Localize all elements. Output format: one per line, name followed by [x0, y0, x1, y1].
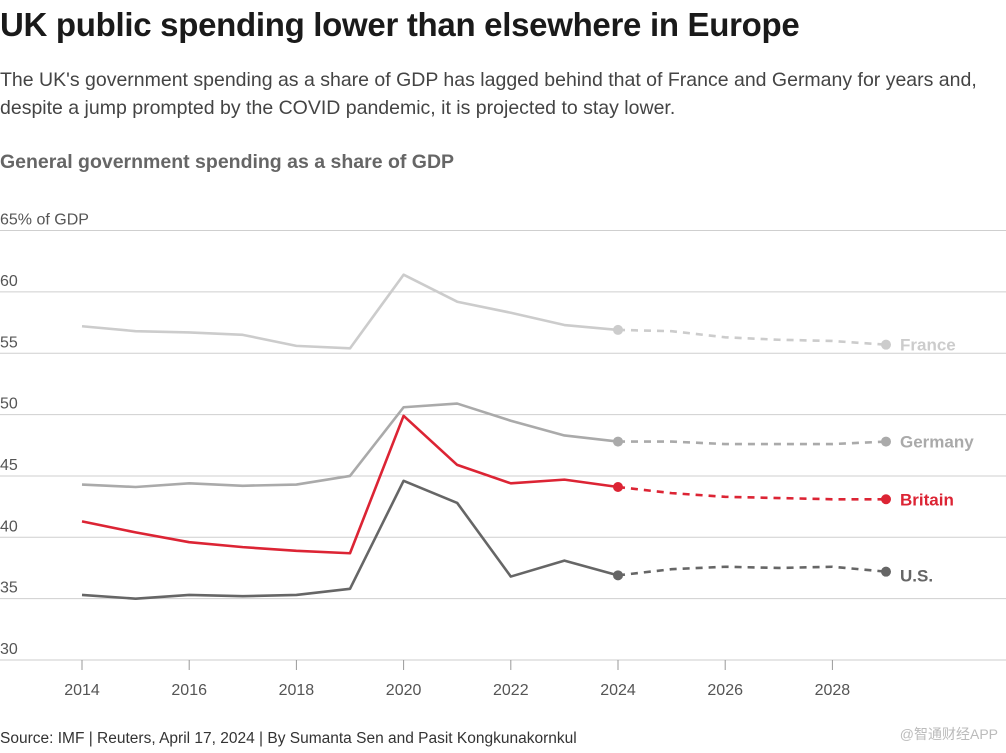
- series-label-3: U.S.: [900, 567, 933, 586]
- series-projection-2: [617, 485, 886, 501]
- y-tick-label: 35: [0, 580, 18, 597]
- series-marker-1: [613, 436, 623, 447]
- series-projection-3: [617, 565, 887, 577]
- y-tick-label: 40: [0, 518, 18, 535]
- source-note: Source: IMF | Reuters, April 17, 2024 | …: [0, 730, 577, 747]
- y-tick-label: 65% of GDP: [0, 212, 89, 229]
- chart-subtitle: The UK's government spending as a share …: [0, 69, 977, 119]
- y-tick-label: 30: [0, 641, 18, 658]
- x-tick-label: 2020: [386, 682, 422, 699]
- chart-title: UK public spending lower than elsewhere …: [0, 6, 800, 43]
- y-tick-label: 55: [0, 334, 18, 351]
- y-tick-label: 45: [0, 457, 18, 474]
- x-tick-label: 2018: [279, 682, 315, 699]
- series-marker-2: [613, 481, 623, 492]
- series-label-2: Britain: [900, 490, 954, 509]
- series-projection-1: [618, 440, 887, 446]
- series-marker-0: [613, 324, 623, 335]
- series-label-0: France: [900, 336, 956, 355]
- x-tick-label: 2026: [707, 682, 743, 699]
- x-tick-label: 2024: [600, 682, 636, 699]
- series-line-0: [81, 273, 619, 350]
- y-tick-label: 60: [0, 273, 18, 290]
- series-line-3: [81, 479, 619, 600]
- series-projection-0: [617, 328, 887, 346]
- watermark: @智通财经APP: [899, 726, 998, 742]
- x-tick-label: 2022: [493, 682, 529, 699]
- series-end-marker-1: [881, 436, 891, 447]
- x-tick-label: 2014: [64, 682, 100, 699]
- series-line-2: [81, 414, 619, 555]
- series-end-marker-2: [881, 494, 891, 505]
- series-end-marker-3: [881, 566, 891, 577]
- y-tick-label: 50: [0, 396, 18, 413]
- series-label-1: Germany: [900, 433, 974, 452]
- x-tick-label: 2016: [171, 682, 207, 699]
- series-line-1: [81, 402, 619, 489]
- chart-heading: General government spending as a share o…: [0, 151, 455, 173]
- series-marker-3: [613, 570, 623, 581]
- line-chart: 30 35 40 45 50 55 60 65% of GDP 2014 2016 2018 2020…: [0, 212, 1006, 699]
- series-end-marker-0: [881, 339, 891, 350]
- x-tick-label: 2028: [815, 682, 851, 699]
